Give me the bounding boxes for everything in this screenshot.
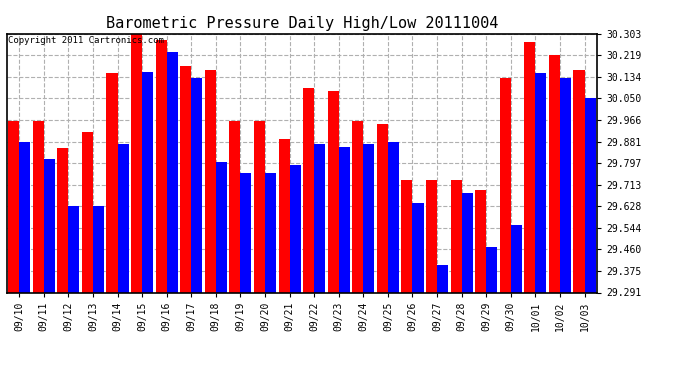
Bar	[167, 53, 178, 292]
Bar	[486, 247, 497, 292]
Bar	[216, 162, 227, 292]
Bar	[142, 72, 153, 292]
Bar	[279, 140, 290, 292]
Bar	[339, 147, 350, 292]
Bar	[511, 225, 522, 292]
Bar	[156, 40, 167, 292]
Title: Barometric Pressure Daily High/Low 20111004: Barometric Pressure Daily High/Low 20111…	[106, 16, 498, 31]
Bar	[377, 124, 388, 292]
Bar	[290, 165, 301, 292]
Bar	[402, 180, 413, 292]
Bar	[229, 122, 240, 292]
Bar	[68, 206, 79, 292]
Bar	[117, 144, 128, 292]
Bar	[93, 206, 104, 292]
Bar	[437, 265, 448, 292]
Bar	[240, 172, 251, 292]
Bar	[451, 180, 462, 292]
Bar	[82, 132, 93, 292]
Bar	[191, 78, 202, 292]
Bar	[426, 180, 437, 292]
Bar	[57, 148, 68, 292]
Bar	[8, 122, 19, 292]
Bar	[180, 66, 191, 292]
Bar	[314, 144, 325, 292]
Bar	[535, 73, 546, 292]
Bar	[475, 190, 486, 292]
Bar	[43, 159, 55, 292]
Text: Copyright 2011 Cartronics.com: Copyright 2011 Cartronics.com	[8, 36, 164, 45]
Bar	[19, 142, 30, 292]
Bar	[549, 55, 560, 292]
Bar	[328, 91, 339, 292]
Bar	[106, 73, 117, 292]
Bar	[560, 78, 571, 292]
Bar	[584, 99, 595, 292]
Bar	[500, 78, 511, 292]
Bar	[303, 88, 314, 292]
Bar	[32, 122, 43, 292]
Bar	[524, 42, 535, 292]
Bar	[353, 122, 364, 292]
Bar	[573, 70, 584, 292]
Bar	[265, 172, 276, 292]
Bar	[388, 142, 399, 292]
Bar	[254, 122, 265, 292]
Bar	[131, 34, 142, 292]
Bar	[462, 193, 473, 292]
Bar	[413, 203, 424, 292]
Bar	[205, 70, 216, 292]
Bar	[364, 144, 375, 292]
